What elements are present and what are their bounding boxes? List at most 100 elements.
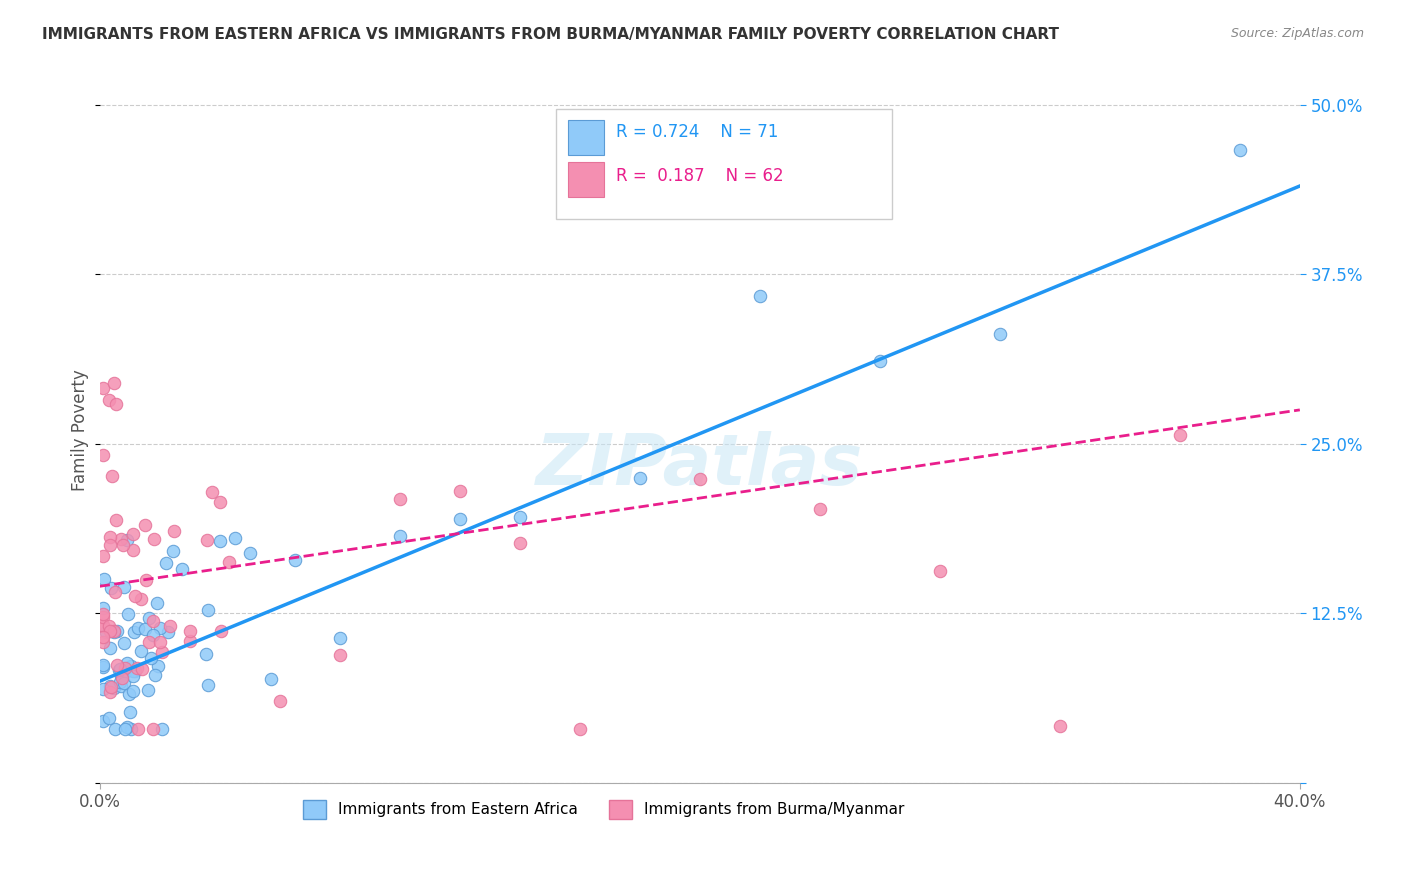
- Point: [239, 546, 262, 560]
- Point: [91, 660, 114, 674]
- Point: [110, 679, 132, 693]
- Point: [124, 590, 146, 604]
- Point: [112, 635, 135, 649]
- Point: [260, 672, 283, 686]
- Text: IMMIGRANTS FROM EASTERN AFRICA VS IMMIGRANTS FROM BURMA/MYANMAR FAMILY POVERTY C: IMMIGRANTS FROM EASTERN AFRICA VS IMMIGR…: [42, 27, 1059, 42]
- Point: [91, 607, 114, 621]
- Point: [155, 556, 177, 570]
- Point: [146, 596, 169, 610]
- Point: [142, 615, 165, 629]
- Point: [224, 532, 246, 546]
- Point: [195, 533, 218, 547]
- Point: [105, 397, 128, 411]
- Point: [114, 661, 136, 675]
- Point: [105, 624, 128, 638]
- Point: [98, 530, 121, 544]
- Point: [449, 483, 471, 498]
- Point: [209, 534, 232, 549]
- Point: [93, 573, 115, 587]
- Point: [122, 526, 145, 541]
- Point: [209, 624, 232, 638]
- Point: [138, 635, 160, 649]
- Point: [1168, 428, 1191, 442]
- Point: [98, 640, 121, 655]
- Point: [103, 624, 125, 639]
- Point: [197, 678, 219, 692]
- Point: [98, 392, 121, 407]
- Legend: Immigrants from Eastern Africa, Immigrants from Burma/Myanmar: Immigrants from Eastern Africa, Immigran…: [297, 794, 911, 825]
- Text: R =  0.187    N = 62: R = 0.187 N = 62: [616, 167, 783, 186]
- Point: [110, 669, 132, 683]
- Point: [179, 634, 201, 648]
- Point: [120, 722, 142, 736]
- Point: [163, 524, 186, 538]
- Point: [329, 632, 352, 646]
- Point: [105, 658, 128, 673]
- Point: [1229, 143, 1251, 157]
- Point: [142, 722, 165, 736]
- Point: [122, 664, 145, 678]
- Point: [218, 555, 240, 569]
- Point: [114, 664, 136, 678]
- Point: [139, 651, 162, 665]
- Point: [179, 624, 201, 639]
- Point: [869, 353, 891, 368]
- Point: [628, 470, 651, 484]
- Point: [112, 675, 135, 690]
- Point: [134, 622, 156, 636]
- Point: [91, 681, 114, 696]
- Point: [98, 624, 121, 638]
- Point: [114, 722, 136, 736]
- Point: [118, 687, 141, 701]
- Point: [928, 564, 950, 578]
- Point: [1049, 719, 1071, 733]
- Text: Source: ZipAtlas.com: Source: ZipAtlas.com: [1230, 27, 1364, 40]
- Point: [118, 705, 141, 719]
- Point: [808, 501, 831, 516]
- Point: [201, 484, 224, 499]
- Point: [138, 610, 160, 624]
- Point: [131, 662, 153, 676]
- Point: [388, 491, 411, 506]
- Point: [91, 549, 114, 564]
- Point: [150, 645, 173, 659]
- Point: [149, 635, 172, 649]
- Point: [127, 722, 149, 736]
- Point: [103, 624, 125, 639]
- Point: [689, 472, 711, 486]
- Bar: [568, 120, 603, 155]
- Point: [91, 609, 114, 624]
- Point: [91, 601, 114, 615]
- Point: [149, 621, 172, 635]
- Text: ZIPatlas: ZIPatlas: [536, 431, 863, 500]
- Point: [91, 618, 114, 632]
- Point: [115, 720, 138, 734]
- Text: R = 0.724    N = 71: R = 0.724 N = 71: [616, 123, 778, 141]
- Point: [988, 326, 1011, 341]
- Point: [100, 581, 122, 595]
- Point: [91, 714, 114, 729]
- Point: [98, 685, 121, 699]
- Point: [91, 635, 114, 649]
- Point: [104, 513, 127, 527]
- Point: [97, 619, 120, 633]
- Point: [748, 289, 770, 303]
- Point: [117, 533, 139, 547]
- Point: [91, 657, 114, 672]
- Point: [110, 662, 132, 676]
- Y-axis label: Family Poverty: Family Poverty: [72, 369, 89, 491]
- Point: [101, 469, 124, 483]
- Point: [124, 664, 146, 678]
- Point: [208, 495, 231, 509]
- Point: [143, 668, 166, 682]
- Point: [162, 543, 184, 558]
- Point: [449, 511, 471, 525]
- Point: [122, 543, 145, 558]
- Point: [91, 381, 114, 395]
- Point: [100, 680, 122, 694]
- Point: [125, 661, 148, 675]
- Point: [110, 533, 132, 547]
- Point: [124, 625, 146, 640]
- Point: [97, 710, 120, 724]
- Point: [98, 538, 121, 552]
